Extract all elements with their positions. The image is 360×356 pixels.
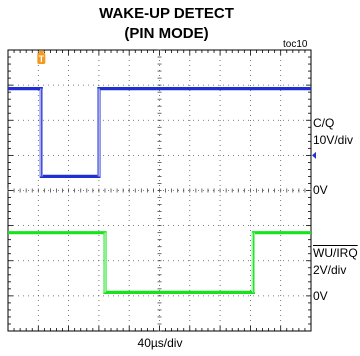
ch1-zero-label: 0V: [313, 183, 328, 197]
trigger-marker: [37, 53, 46, 64]
x-axis-label: 40µs/div: [137, 336, 183, 350]
traces: [8, 87, 311, 294]
trace-ch1: [8, 87, 311, 178]
trigger-pointer: [37, 51, 46, 54]
trace-ch2: [8, 231, 311, 294]
chart-title-line-2: (PIN MODE): [124, 25, 209, 42]
grid: [7, 49, 312, 332]
ch1-name-label: C/Q: [313, 116, 335, 130]
ch2-scale-label: 2V/div: [313, 263, 347, 277]
chart-title-line-1: WAKE-UP DETECT: [99, 5, 234, 22]
ch1-offset-marker: [312, 151, 316, 159]
trigger-marker-label: T: [39, 54, 45, 64]
ch2-zero-label: 0V: [313, 289, 328, 303]
markers: T: [37, 51, 316, 159]
ch1-scale-label: 10V/div: [313, 133, 354, 147]
figure-tag: toc10: [283, 39, 308, 50]
ch2-name-label: WU/IRQ: [313, 246, 358, 260]
